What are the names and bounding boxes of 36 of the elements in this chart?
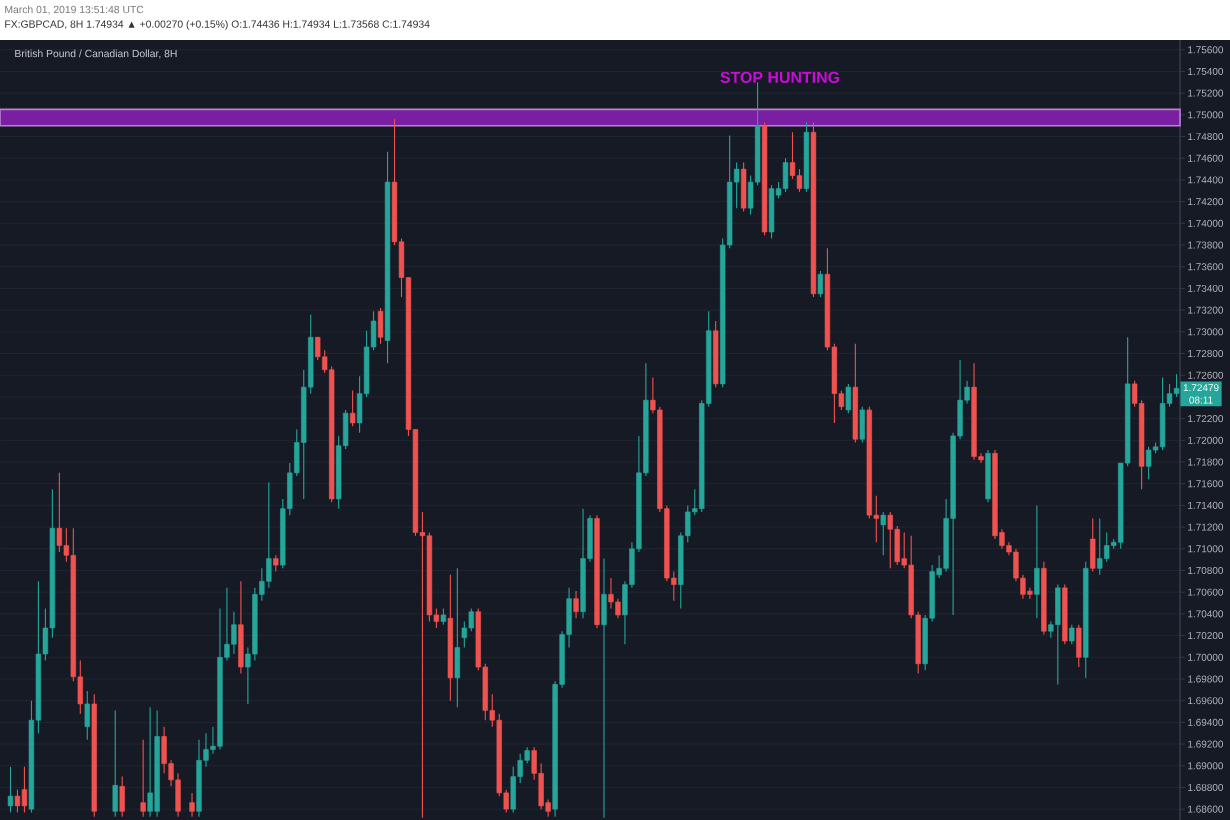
candlestick <box>14 789 21 813</box>
candlestick <box>189 792 195 818</box>
candlestick <box>1034 504 1040 619</box>
candlestick <box>84 690 90 741</box>
candlestick <box>238 580 244 675</box>
candlestick <box>266 482 272 589</box>
candlestick <box>740 162 747 212</box>
candlestick <box>377 307 384 345</box>
candlestick <box>454 567 461 708</box>
candlestick <box>1159 376 1166 451</box>
candlestick <box>573 590 579 619</box>
candlestick <box>119 776 125 818</box>
candlestick <box>1090 517 1096 573</box>
candlestick <box>845 383 852 414</box>
candlestick <box>601 558 607 819</box>
candlestick <box>985 449 991 503</box>
candlestick <box>782 157 789 193</box>
candlestick <box>7 766 14 813</box>
candlestick <box>510 766 516 813</box>
candlestick <box>147 706 153 818</box>
candlestick <box>1145 446 1152 480</box>
candlestick <box>1076 624 1082 668</box>
candlestick <box>859 406 866 444</box>
candlestick <box>880 511 886 556</box>
candlestick <box>768 184 775 240</box>
candlestick <box>1055 584 1061 685</box>
candlestick <box>1069 624 1075 645</box>
candlestick <box>1097 517 1103 576</box>
candlestick <box>887 511 893 569</box>
candlestick <box>140 739 146 818</box>
candlestick <box>817 270 824 298</box>
candlestick <box>21 766 28 813</box>
candlestick <box>349 389 356 427</box>
candlestick <box>56 472 63 553</box>
candlestick <box>112 709 118 818</box>
candlestick <box>1104 531 1110 563</box>
